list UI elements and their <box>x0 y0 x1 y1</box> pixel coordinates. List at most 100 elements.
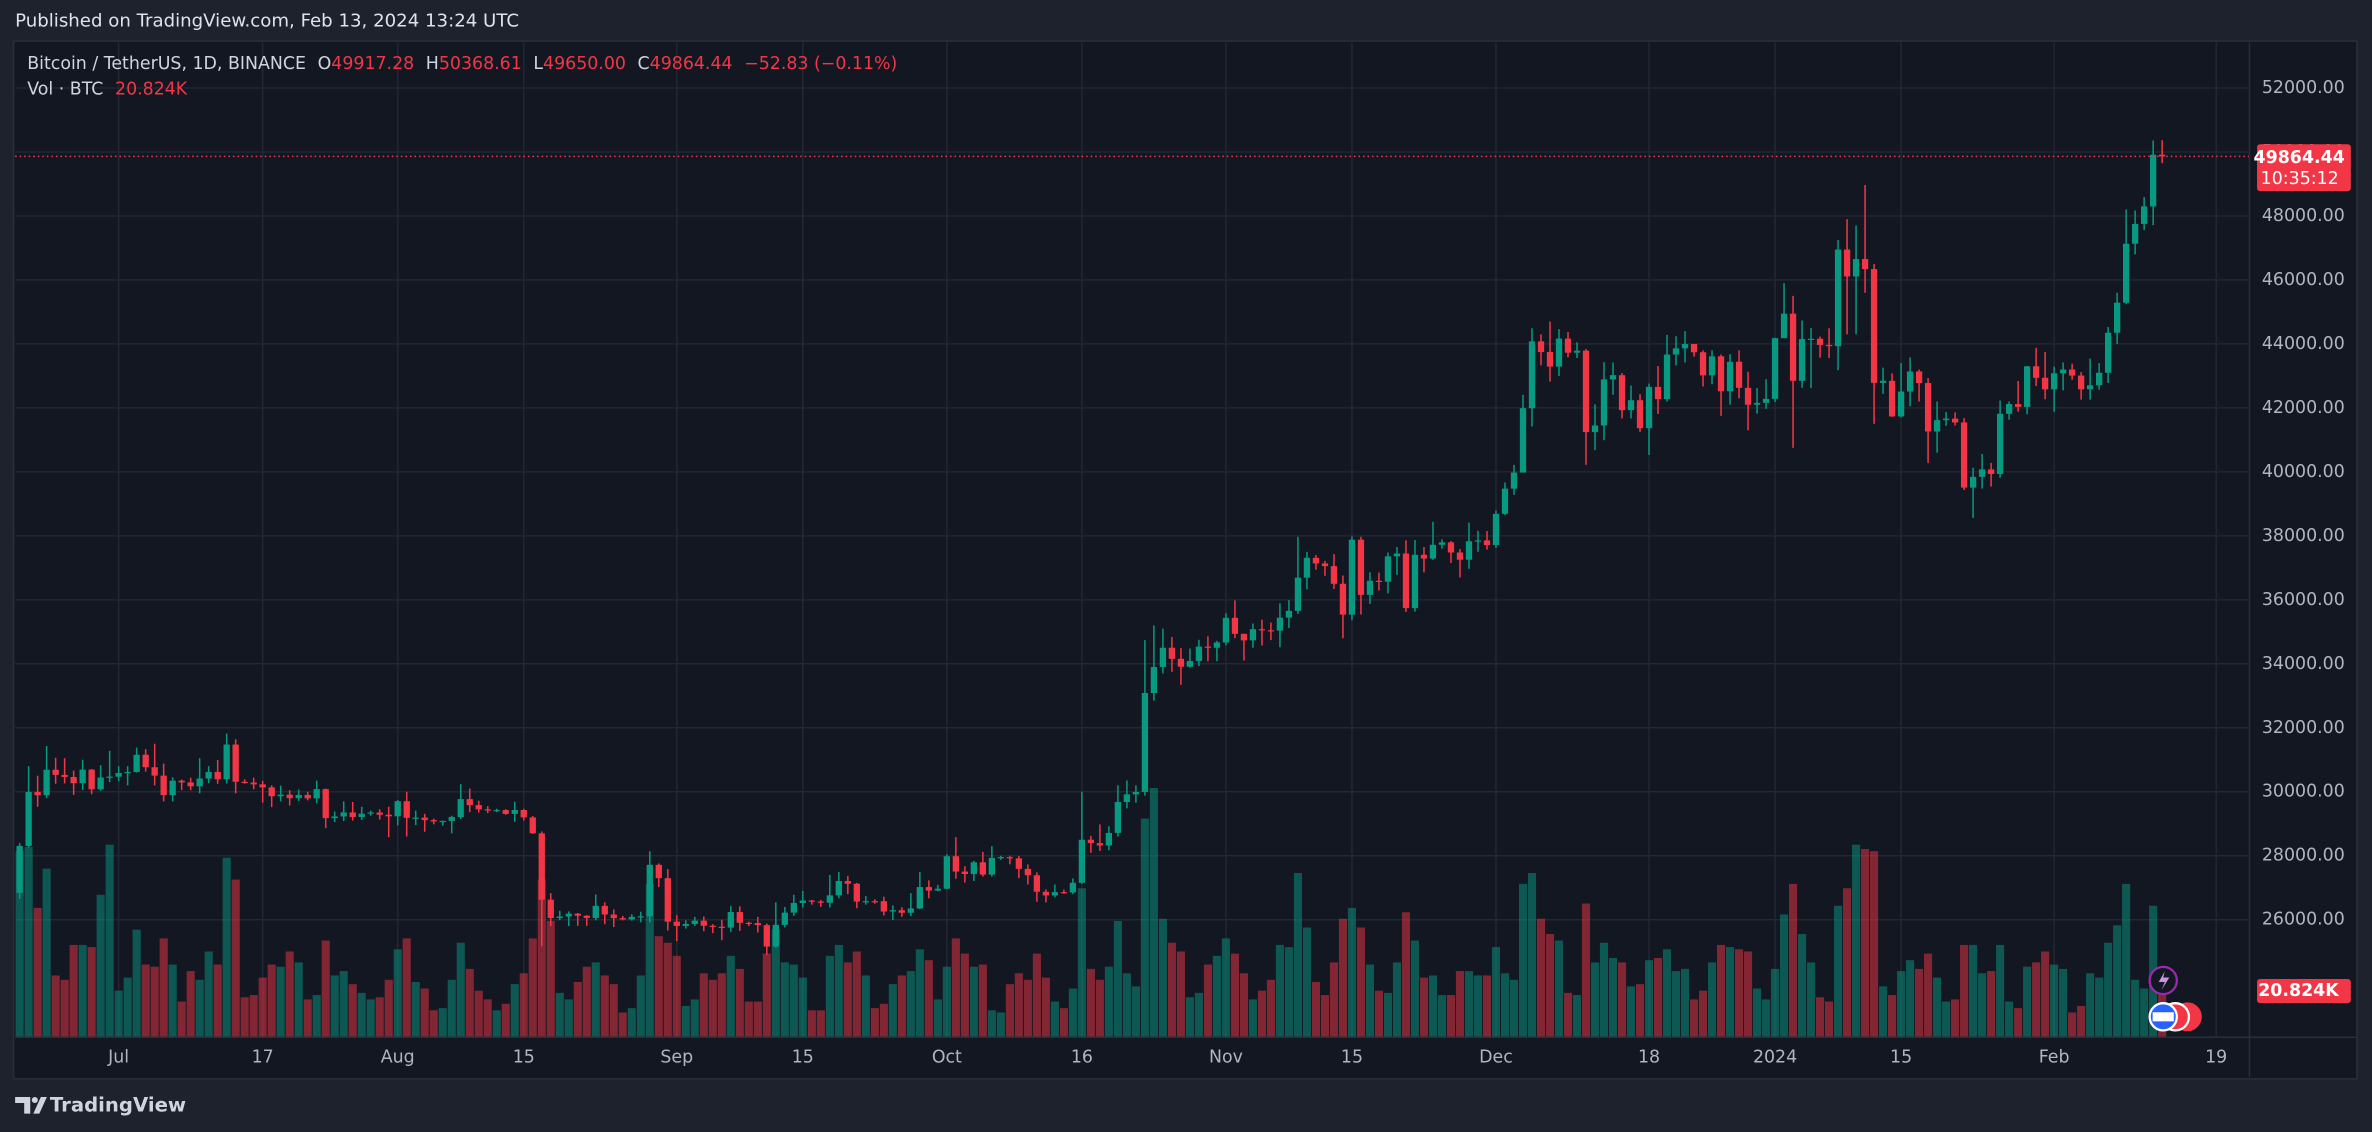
volume-bar <box>717 973 726 1037</box>
volume-bar <box>816 1010 825 1037</box>
volume-bar <box>429 1010 438 1037</box>
volume-bar <box>2095 977 2104 1037</box>
volume-bar <box>996 1012 1005 1037</box>
volume-bar <box>366 999 375 1037</box>
candle-body <box>502 810 509 814</box>
volume-bar <box>456 942 465 1037</box>
candle-body <box>2158 154 2166 157</box>
candle-body <box>943 856 951 889</box>
volume-bar <box>798 977 807 1037</box>
y-tick-label: 48000.00 <box>2262 206 2345 226</box>
candle-body <box>1204 646 1212 648</box>
candle-body <box>277 794 284 797</box>
candle-body <box>286 794 293 799</box>
volume-bar <box>2086 973 2095 1037</box>
y-tick-label: 44000.00 <box>2262 334 2345 354</box>
y-tick-label: 36000.00 <box>2262 590 2345 610</box>
volume-bar <box>1942 1001 1951 1037</box>
candle-body <box>637 916 644 918</box>
volume-bar <box>438 1008 447 1037</box>
volume-bar <box>618 1012 627 1037</box>
candle-body <box>1240 633 1248 641</box>
x-tick-label: 15 <box>792 1048 814 1068</box>
volume-bar <box>609 984 618 1037</box>
candle-body <box>673 921 680 926</box>
candle-body <box>322 789 329 819</box>
volume-bar <box>1680 968 1690 1037</box>
x-tick-label: Jul <box>107 1048 129 1068</box>
volume-bar <box>1293 872 1302 1037</box>
candle-body <box>2023 366 2031 407</box>
candle-body <box>844 881 851 884</box>
volume-bar <box>1203 964 1212 1037</box>
candle-body <box>43 769 50 796</box>
volume-bar <box>1320 995 1329 1037</box>
candle-body <box>349 812 356 817</box>
volume-bar <box>222 857 231 1037</box>
volume-bar <box>1888 995 1897 1037</box>
candle-body <box>1942 418 1950 421</box>
candle-body <box>1195 646 1203 661</box>
volume-bar <box>969 966 978 1037</box>
y-tick-label: 38000.00 <box>2262 526 2345 546</box>
volume-bar <box>501 1003 510 1037</box>
volume-bar <box>537 879 546 1037</box>
logo-dot <box>31 1096 38 1104</box>
volume-bar <box>1716 944 1726 1037</box>
candle-body <box>628 916 635 920</box>
volume-bar <box>753 1001 762 1037</box>
candle-body <box>619 918 626 920</box>
candle-body <box>1123 794 1131 803</box>
candle-body <box>1366 580 1374 595</box>
volume-bar <box>1248 999 1257 1037</box>
volume-bar <box>78 944 87 1037</box>
volume-bar <box>654 936 663 1037</box>
candle-body <box>1519 408 1527 473</box>
candle-body <box>1690 344 1698 353</box>
volume-bar <box>708 979 717 1037</box>
volume-bar <box>285 951 294 1037</box>
volume-bar <box>1257 990 1266 1037</box>
volume-bar <box>1960 944 1969 1037</box>
candle-body <box>115 773 122 777</box>
candle-body <box>1069 882 1077 893</box>
candle-body <box>1384 556 1392 582</box>
logo-mark <box>15 1096 47 1114</box>
last-price-tag <box>2257 144 2351 192</box>
volume-bar <box>1906 960 1915 1037</box>
volume-bar <box>600 975 609 1037</box>
volume-bar <box>591 962 600 1037</box>
volume-bar <box>15 851 24 1037</box>
candle-body <box>448 817 455 821</box>
volume-bar <box>1266 979 1275 1037</box>
candle-body <box>340 812 347 817</box>
legend-key: H <box>426 54 439 74</box>
candle-body <box>1906 371 1914 392</box>
volume-bar <box>1491 947 1501 1037</box>
volume-bar <box>744 1001 753 1037</box>
candle-body <box>466 799 473 806</box>
volume-bar <box>1789 883 1798 1037</box>
candle-body <box>1222 617 1230 643</box>
volume-bar <box>1356 927 1366 1037</box>
candle-body <box>241 781 248 783</box>
candle-body <box>1393 553 1401 557</box>
candle-body <box>1321 563 1329 567</box>
volume-bar <box>51 975 60 1037</box>
volume-bar <box>735 968 744 1037</box>
candle-body <box>2041 377 2049 390</box>
candle-body <box>1051 892 1059 896</box>
candle-body <box>538 833 545 900</box>
candle-body <box>475 805 482 810</box>
volume-bar <box>1482 975 1492 1037</box>
legend: Bitcoin / TetherUS, 1D, BINANCE O49917.2… <box>27 54 897 74</box>
legend-value: 49864.44 <box>650 54 733 74</box>
candle-body <box>2095 372 2103 386</box>
volume-bar <box>762 953 771 1037</box>
candle-body <box>1681 344 1689 349</box>
candle-body <box>385 814 392 817</box>
candle-body <box>2068 369 2076 376</box>
candle-body <box>1663 354 1671 400</box>
volume-bar <box>987 1010 996 1037</box>
candle-body <box>196 778 203 787</box>
